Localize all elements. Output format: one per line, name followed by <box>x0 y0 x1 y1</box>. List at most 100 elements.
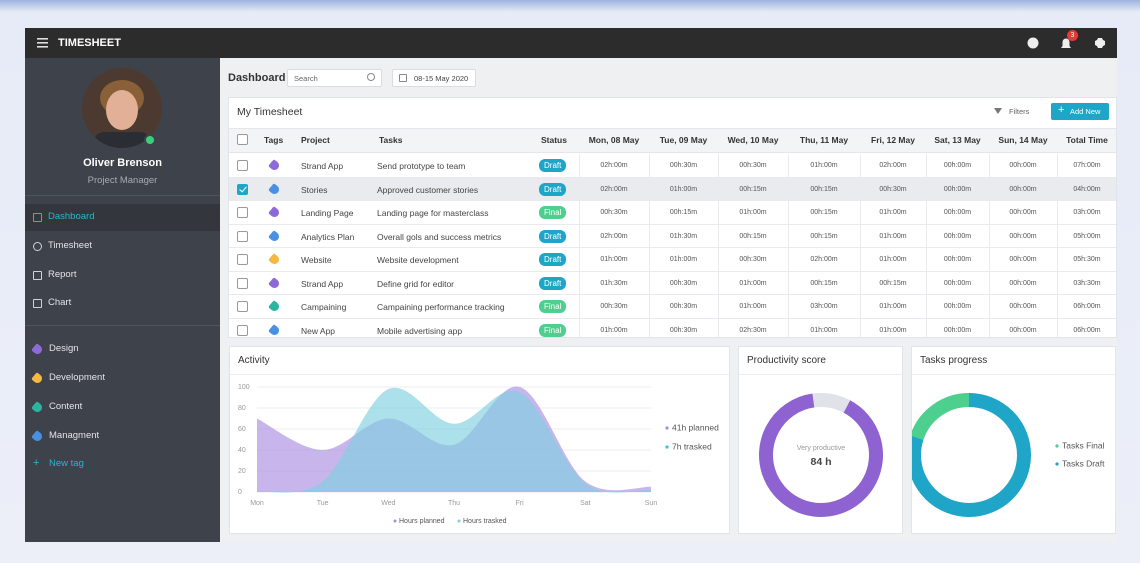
nav-item[interactable]: Chart <box>48 297 72 308</box>
nav-item[interactable]: Dashboard <box>48 211 95 222</box>
menu-bar <box>37 46 48 48</box>
donut-chart: Tasks Final Tasks Draft <box>912 393 1105 517</box>
tag-item[interactable]: Content <box>49 401 83 412</box>
cell-border <box>860 295 861 319</box>
status-badge: Draft <box>539 159 567 172</box>
cell-border <box>649 177 650 201</box>
project: Website <box>301 255 332 265</box>
checkbox[interactable] <box>237 207 248 218</box>
nav-item[interactable]: Timesheet <box>48 240 92 251</box>
project: Analytics Plan <box>301 231 355 242</box>
checkbox[interactable] <box>237 230 248 242</box>
header-row <box>229 128 1116 153</box>
time-cell: 00h:30m <box>669 162 698 169</box>
table-row <box>229 295 1116 319</box>
time-cell: 01h:00m <box>669 256 698 263</box>
cell-border <box>579 318 580 337</box>
tag-item[interactable]: Development <box>49 372 105 383</box>
cell-border <box>926 248 927 272</box>
table-row <box>229 177 1116 201</box>
x-tick-label: Sat <box>580 500 591 507</box>
nav-item[interactable]: Report <box>48 269 77 280</box>
time-cell: 00h:30m <box>600 303 628 310</box>
checkbox[interactable] <box>237 301 248 312</box>
divider <box>739 374 902 375</box>
profile-role: Project Manager <box>87 175 158 186</box>
annotation: 7h trasked <box>672 441 712 451</box>
cell-border <box>1057 224 1058 248</box>
nav-icon <box>33 271 42 280</box>
cell-border <box>989 295 990 319</box>
checkbox[interactable] <box>237 324 248 336</box>
cell-border <box>860 224 861 248</box>
time-cell: 01h:00m <box>669 185 698 193</box>
cell-border <box>989 248 990 272</box>
add-button[interactable]: + Add New <box>1051 103 1109 120</box>
cell-border <box>718 248 719 272</box>
y-tick-label: 20 <box>238 468 246 475</box>
cell-border <box>989 177 990 201</box>
divider <box>230 374 729 375</box>
cell-border <box>649 295 650 319</box>
legend-dot <box>1055 444 1059 448</box>
time-cell: 01h:00m <box>739 303 767 310</box>
time-cell: 00h:15m <box>810 232 838 240</box>
legend-dot <box>457 519 461 523</box>
time-cell: 07h:00m <box>1073 162 1101 169</box>
calendar-icon <box>399 74 407 82</box>
time-cell: 00h:30m <box>739 162 767 169</box>
tag-item[interactable]: Design <box>49 343 79 354</box>
time-cell: 00h:30m <box>879 185 907 193</box>
time-cell: 00h:00m <box>1009 326 1037 334</box>
project: Campaining <box>301 302 347 312</box>
filters[interactable]: Filters <box>1009 107 1030 116</box>
time-cell: 00h:00m <box>943 303 972 310</box>
search-placeholder: Search <box>294 74 318 83</box>
x-tick-label: Wed <box>381 500 395 507</box>
status-badge: Final <box>539 323 567 337</box>
cell-border <box>718 154 719 178</box>
checkbox[interactable] <box>237 183 248 195</box>
cell-border <box>718 318 719 337</box>
time-cell: 01h:00m <box>879 209 907 216</box>
divider <box>25 325 220 326</box>
app-title: TIMESHEET <box>58 37 121 49</box>
tag-item[interactable]: Managment <box>49 430 100 441</box>
cell-border <box>926 318 927 337</box>
checkbox[interactable] <box>237 160 248 171</box>
y-tick-label: 40 <box>238 447 246 454</box>
cell-border <box>860 318 861 337</box>
cell-border <box>718 224 719 248</box>
checkbox[interactable] <box>237 254 248 265</box>
legend-label: Tasks Final <box>1062 440 1105 450</box>
new-tag[interactable]: New tag <box>49 458 84 469</box>
search-box[interactable]: Search <box>287 69 382 87</box>
legend-dot <box>665 445 669 449</box>
task: Approved customer stories <box>377 184 479 195</box>
table-row <box>229 248 1116 272</box>
time-cell: 01h:00m <box>879 326 907 334</box>
time-cell: 02h:00m <box>600 232 628 240</box>
column-header: Total Time <box>1066 135 1108 145</box>
gear-icon <box>1095 38 1105 48</box>
time-cell: 01h:00m <box>879 232 907 240</box>
time-cell: 00h:00m <box>943 326 972 334</box>
cell-border <box>718 177 719 201</box>
task: Send prototype to team <box>377 161 466 171</box>
legend-dot <box>665 426 669 430</box>
bell-icon <box>1061 38 1071 48</box>
checkbox[interactable] <box>237 134 248 145</box>
time-cell: 02h:00m <box>810 256 838 263</box>
cell-border <box>860 177 861 201</box>
date-box[interactable]: 08-15 May 2020 <box>392 69 476 87</box>
time-cell: 01h:00m <box>600 326 628 334</box>
cell-border <box>788 177 789 201</box>
cell-border <box>788 295 789 319</box>
checkbox[interactable] <box>237 277 248 289</box>
cell-border <box>788 271 789 295</box>
cell-border <box>1057 318 1058 337</box>
column-header: Wed, 10 May <box>727 135 779 145</box>
legend-label: Hours trasked <box>463 518 507 525</box>
time-cell: 00h:15m <box>669 209 698 216</box>
cell-border <box>649 201 650 225</box>
